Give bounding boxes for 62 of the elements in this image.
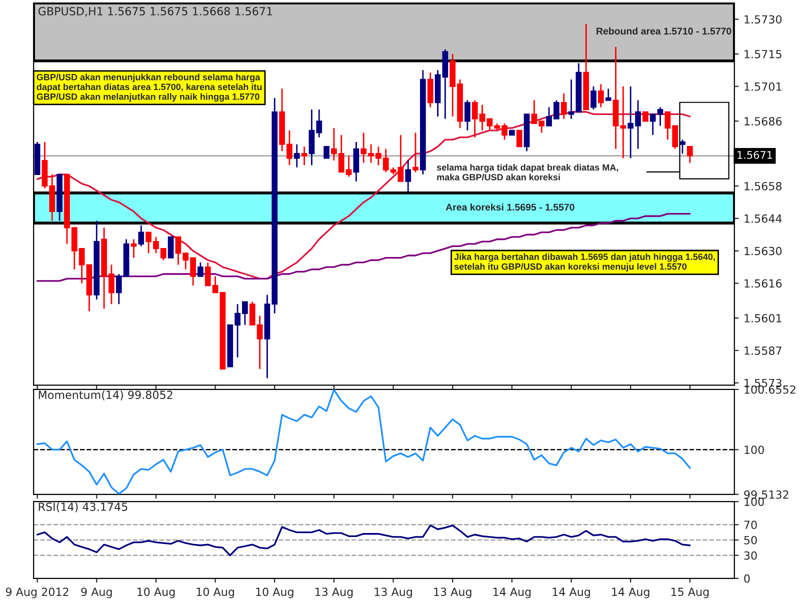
y-tick-label: 100 (744, 498, 764, 506)
y-tick-label: 100 (744, 446, 764, 454)
candlestick (405, 160, 412, 194)
x-tick-label: 10 Aug (256, 588, 294, 598)
y-tick-label: 30 (744, 551, 757, 560)
candlestick (138, 224, 144, 247)
y-tick-label: 1.5686 (744, 117, 782, 126)
line-series (36, 389, 691, 494)
x-tick-label: 14 Aug (552, 588, 590, 598)
annotation: GBP/USD akan menunjukkan rebound selama harga dapat bertahan diatas area 1.5700, karena setelah itu GBP/USD akan melanjutkan rally naik hingga 1.5770 (36, 74, 262, 102)
x-tick-label: 15 Aug (671, 588, 709, 598)
y-tick-label: 1.5701 (744, 82, 782, 91)
y-tick-label: 0 (744, 574, 750, 583)
x-tick-label: 9 Aug 2012 (6, 588, 68, 598)
candlestick (686, 146, 693, 164)
y-tick-label: 70 (744, 520, 757, 530)
candlestick (516, 130, 522, 148)
chart-title: GBPUSD,H1 1.5675 1.5675 1.5668 1.5671 (38, 7, 272, 17)
y-tick-label: 1.5715 (744, 50, 782, 58)
y-tick-label: 1.5601 (744, 314, 782, 322)
candlestick (464, 100, 470, 132)
x-tick-label: 13 Aug (434, 588, 472, 598)
chart-title: Momentum(14) 99.8052 (38, 390, 172, 400)
candlestick (130, 238, 137, 258)
y-tick-label: 50 (744, 536, 757, 544)
chart-title: RSI(14) 43.1745 (38, 502, 128, 512)
x-tick-label: 14 Aug (612, 588, 650, 598)
ref-line-label: 1.5671 (738, 151, 772, 159)
candlestick (324, 146, 330, 159)
x-tick-label: 10 Aug (138, 588, 175, 598)
candlestick (168, 236, 174, 258)
candlestick (560, 92, 567, 120)
y-tick-label: 1.5658 (744, 182, 782, 190)
y-tick-label: 1.5616 (744, 279, 782, 288)
band-label: Rebound area 1.5710 - 1.5770 (596, 27, 732, 35)
x-tick-label: 10 Aug (196, 588, 234, 598)
x-tick-label: 13 Aug (315, 588, 353, 598)
y-tick-label: 100.6552 (744, 385, 796, 394)
candlestick (294, 144, 300, 168)
annotation: Jika harga bertahan dibawah 1.5695 dan jatuh hingga 1.5640, setelah itu GBP/USD akan koreksi menuju level 1.5570 (454, 253, 715, 272)
candlestick (605, 88, 612, 101)
x-tick-label: 14 Aug (493, 588, 531, 598)
x-tick-label: 9 Aug (81, 588, 112, 598)
y-tick-label: 99.5132 (744, 490, 788, 499)
candlestick (598, 83, 604, 108)
candlestick (590, 86, 596, 110)
y-tick-label: 1.5644 (744, 214, 782, 223)
candlestick (301, 146, 308, 166)
x-tick-label: 13 Aug (374, 588, 412, 598)
annotation: selama harga tidak dapat break diatas MA, maka GBP/USD akan koreksi (436, 164, 618, 180)
candlestick (680, 138, 686, 154)
candlestick (353, 141, 360, 182)
band-label: Area koreksi 1.5695 - 1.5570 (446, 203, 574, 211)
line-series (36, 524, 691, 556)
candlestick (642, 111, 648, 122)
y-tick-label: 1.5630 (744, 246, 782, 256)
candlestick (198, 262, 204, 278)
candlestick (427, 72, 434, 108)
y-tick-label: 1.5730 (744, 15, 782, 24)
y-tick-label: 1.5587 (744, 346, 782, 355)
candlestick (398, 134, 404, 182)
candlestick (412, 132, 418, 173)
